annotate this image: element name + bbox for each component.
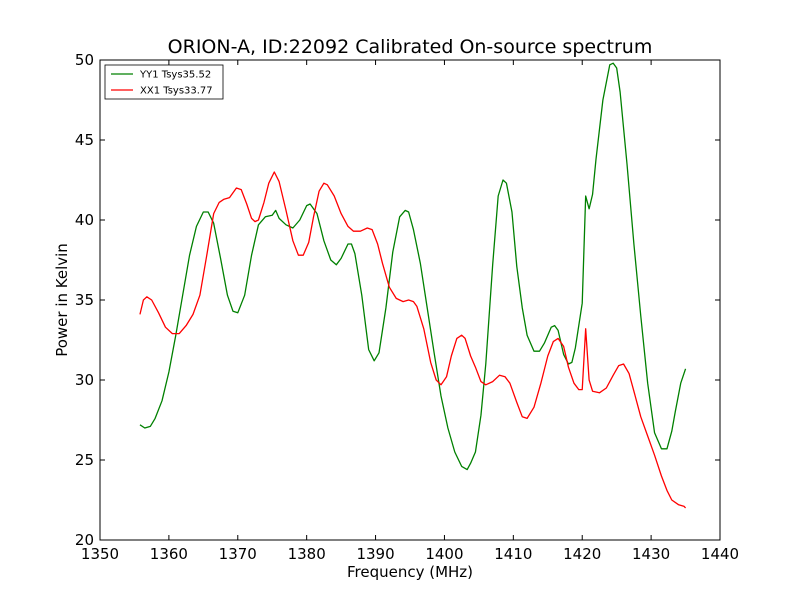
legend: YY1 Tsys35.52 XX1 Tsys33.77	[104, 64, 224, 100]
y-tick-label: 45	[75, 131, 94, 149]
x-tick-label: 1350	[81, 545, 119, 563]
y-axis-label: Power in Kelvin	[53, 243, 71, 357]
plot-area	[139, 62, 687, 509]
axes-ticks: 1350 1360 1370 1380 1390 1400 1410 1420 1430 1440…	[75, 51, 739, 563]
x-tick-label: 1370	[219, 545, 257, 563]
chart-title: ORION-A, ID:22092 Calibrated On-source s…	[168, 36, 653, 58]
series-line-xx1	[139, 171, 687, 509]
x-tick-label: 1420	[563, 545, 601, 563]
x-tick-label: 1360	[150, 545, 188, 563]
x-tick-label: 1390	[356, 545, 394, 563]
y-tick-label: 30	[75, 371, 94, 389]
x-tick-label: 1440	[701, 545, 739, 563]
y-tick-label: 50	[75, 51, 94, 69]
series-line-yy1	[139, 62, 687, 471]
legend-label-xx1: XX1 Tsys33.77	[140, 86, 213, 97]
y-tick-label: 20	[75, 531, 94, 549]
x-axis-label: Frequency (MHz)	[347, 563, 473, 581]
legend-label-yy1: YY1 Tsys35.52	[139, 70, 211, 81]
x-tick-label: 1410	[494, 545, 532, 563]
x-tick-label: 1380	[288, 545, 326, 563]
legend-box	[104, 64, 224, 100]
y-tick-label: 40	[75, 211, 94, 229]
x-tick-label: 1430	[632, 545, 670, 563]
y-tick-label: 35	[75, 291, 94, 309]
y-tick-label: 25	[75, 451, 94, 469]
x-tick-label: 1400	[425, 545, 463, 563]
